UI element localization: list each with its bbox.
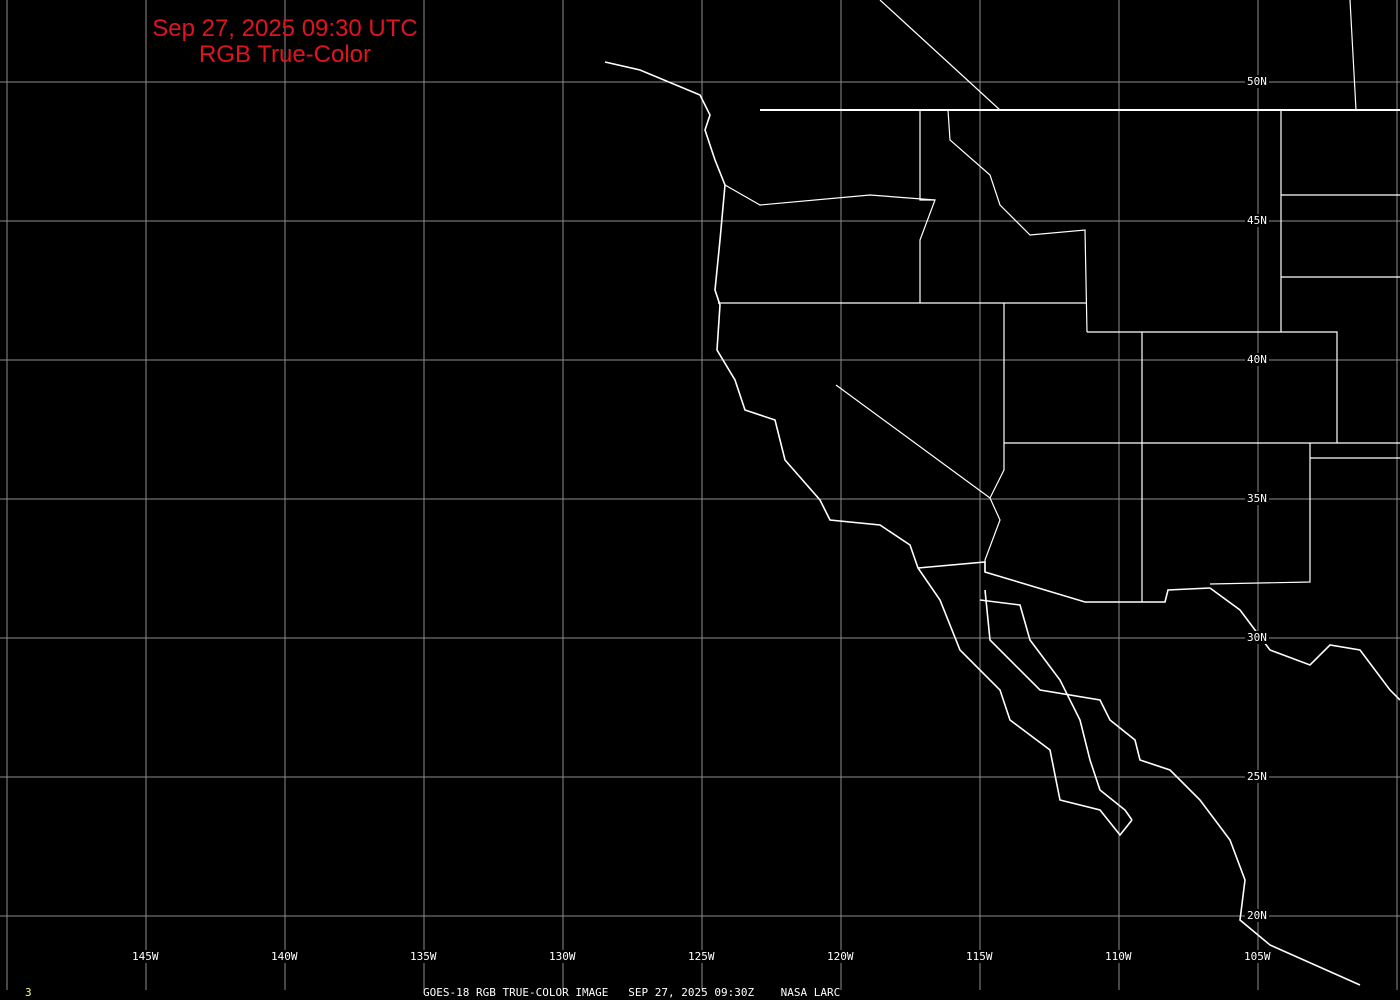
image-caption: GOES-18 RGB TRUE-COLOR IMAGE SEP 27, 202… — [423, 986, 841, 999]
border-or-id — [919, 110, 936, 303]
lat-label: 30N — [1245, 631, 1269, 644]
map-title-product: RGB True-Color — [198, 41, 372, 68]
lon-label: 105W — [1242, 950, 1273, 963]
lat-label: 45N — [1245, 214, 1269, 227]
lon-label: 145W — [130, 950, 161, 963]
coastline-pacific — [604, 61, 1133, 837]
coastline-mexico-west — [1209, 587, 1400, 701]
border-ca-nv — [835, 384, 991, 499]
lon-label: 115W — [964, 950, 995, 963]
border-us-mexico — [917, 561, 1211, 603]
map-title-datetime: Sep 27, 2025 09:30 UTC — [152, 15, 418, 42]
border-canada-prov — [879, 0, 1357, 111]
lat-label: 20N — [1245, 909, 1269, 922]
border-id-mt — [947, 109, 1088, 333]
lon-label: 120W — [825, 950, 856, 963]
coastline-gulf-of-california — [984, 589, 1361, 986]
lat-label: 35N — [1245, 492, 1269, 505]
border-wa-or — [724, 184, 936, 206]
boundaries — [604, 0, 1400, 986]
border-ut-co — [1087, 331, 1338, 443]
lat-label: 40N — [1245, 353, 1269, 366]
lon-label: 110W — [1103, 950, 1134, 963]
lon-label: 125W — [686, 950, 717, 963]
lon-label: 135W — [408, 950, 439, 963]
lat-label: 50N — [1245, 75, 1269, 88]
frame-number: 3 — [25, 986, 32, 999]
lon-label: 140W — [269, 950, 300, 963]
border-nm-tx — [1209, 443, 1311, 585]
lon-label: 130W — [547, 950, 578, 963]
border-nv-ut — [984, 303, 1005, 572]
coastline-baja-east — [979, 599, 1133, 821]
lat-label: 25N — [1245, 770, 1269, 783]
border-wy — [1280, 110, 1400, 332]
